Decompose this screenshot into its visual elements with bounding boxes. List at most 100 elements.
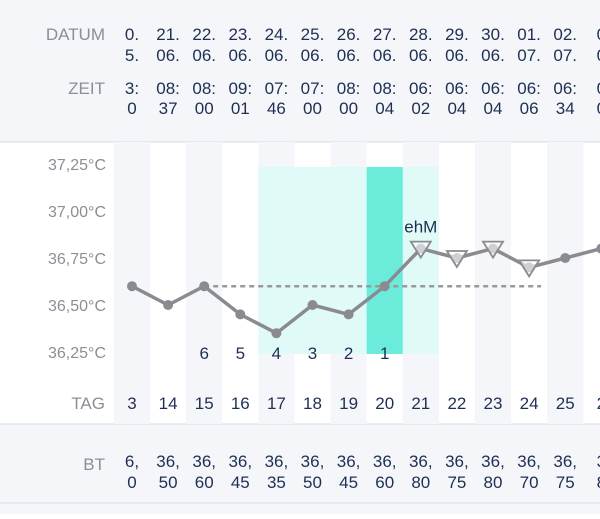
- y-tick-label: 37,25°C: [48, 157, 106, 174]
- date-day: 26.: [337, 25, 361, 44]
- temp-decimal: 8: [597, 473, 600, 492]
- temperature-point: [127, 281, 137, 292]
- time-minute: 34: [556, 99, 575, 118]
- time-minute: 04: [447, 99, 466, 118]
- temp-decimal: 75: [447, 473, 466, 492]
- time-hour: 06:: [445, 79, 469, 98]
- time-hour: 08:: [337, 79, 361, 98]
- count-label: 1: [380, 344, 389, 363]
- time-minute: 04: [375, 99, 394, 118]
- column-stripe: [547, 142, 584, 424]
- date-month: 0: [597, 46, 600, 65]
- ehm-annotation: ehM: [404, 218, 437, 237]
- date-month: 5.: [125, 46, 139, 65]
- count-label: 4: [272, 344, 281, 363]
- temp-integer: 36,: [301, 452, 325, 471]
- temperature-point: [199, 281, 210, 292]
- time-minute: 46: [267, 99, 286, 118]
- temp-integer: 36,: [445, 452, 469, 471]
- row-label-tag: TAG: [71, 394, 105, 413]
- cycle-day: 15: [195, 394, 214, 413]
- temp-integer: 36,: [156, 452, 180, 471]
- date-month: 06.: [192, 46, 216, 65]
- temp-decimal: 50: [303, 473, 322, 492]
- date-month: 06.: [481, 46, 505, 65]
- temp-decimal: 45: [231, 473, 250, 492]
- row-label-bt: BT: [83, 455, 105, 474]
- temperature-rise-marker: [517, 259, 541, 279]
- cycle-day: 17: [267, 394, 286, 413]
- date-day: 0: [597, 25, 600, 44]
- time-minute: 02: [411, 99, 430, 118]
- temp-decimal: 60: [195, 473, 214, 492]
- temperature-rise-marker: [481, 240, 505, 260]
- count-label: 6: [199, 344, 208, 363]
- date-month: 06.: [445, 46, 469, 65]
- time-minute: 04: [484, 99, 503, 118]
- time-minute: 00: [195, 99, 214, 118]
- time-hour: 07:: [301, 79, 325, 98]
- time-hour: 08:: [156, 79, 180, 98]
- temp-integer: 36,: [337, 452, 361, 471]
- cycle-day: 22: [447, 394, 466, 413]
- temp-integer: 36,: [553, 452, 577, 471]
- time-minute: 00: [303, 99, 322, 118]
- cycle-day: 2: [597, 394, 600, 413]
- time-hour: 0: [597, 79, 600, 98]
- date-month: 06.: [156, 46, 180, 65]
- date-month: 06.: [228, 46, 252, 65]
- date-day: 25.: [301, 25, 325, 44]
- count-label: 2: [344, 344, 353, 363]
- temp-integer: 36,: [517, 452, 541, 471]
- date-day: 02.: [553, 25, 577, 44]
- time-hour: 08:: [192, 79, 216, 98]
- cycle-day: 20: [375, 394, 394, 413]
- time-hour: 06:: [517, 79, 541, 98]
- temp-decimal: 70: [520, 473, 539, 492]
- header-band: [0, 0, 600, 142]
- temperature-point: [271, 328, 282, 339]
- cycle-day: 19: [339, 394, 358, 413]
- temperature-rise-marker: [445, 250, 469, 269]
- column-stripe: [474, 142, 512, 424]
- row-label-datum: DATUM: [46, 25, 105, 44]
- temperature-rise-marker: [409, 240, 433, 260]
- temperature-point: [343, 309, 354, 320]
- y-tick-label: 36,50°C: [48, 298, 106, 315]
- cycle-day: 25: [556, 394, 575, 413]
- date-day: 29.: [445, 25, 469, 44]
- time-minute: 01: [231, 99, 250, 118]
- temp-decimal: 35: [267, 473, 286, 492]
- temperature-point: [163, 300, 174, 310]
- temp-integer: 36,: [192, 452, 216, 471]
- time-hour: 06:: [409, 79, 433, 98]
- time-minute: 00: [339, 99, 358, 118]
- cycle-day: 3: [127, 394, 136, 413]
- date-day: 30.: [481, 25, 505, 44]
- temperature-point: [235, 309, 246, 320]
- temp-decimal: 0: [127, 473, 136, 492]
- date-month: 07.: [553, 46, 577, 65]
- time-minute: 06: [520, 99, 539, 118]
- cycle-day: 21: [411, 394, 430, 413]
- cycle-day: 23: [484, 394, 503, 413]
- temp-decimal: 80: [484, 473, 503, 492]
- temp-decimal: 45: [339, 473, 358, 492]
- temp-integer: 36,: [373, 452, 397, 471]
- time-hour: 08:: [373, 79, 397, 98]
- row-label-zeit: ZEIT: [68, 79, 105, 98]
- cycle-day: 14: [159, 394, 178, 413]
- time-hour: 07:: [265, 79, 289, 98]
- time-hour: 06:: [481, 79, 505, 98]
- temperature-point: [596, 243, 600, 254]
- date-month: 06.: [409, 46, 433, 65]
- time-minute: 0: [597, 99, 600, 118]
- temp-decimal: 50: [159, 473, 178, 492]
- temp-integer: 36,: [409, 452, 433, 471]
- y-tick-label: 36,75°C: [48, 251, 106, 268]
- date-month: 06.: [265, 46, 289, 65]
- date-day: 22.: [192, 25, 216, 44]
- time-minute: 37: [159, 99, 178, 118]
